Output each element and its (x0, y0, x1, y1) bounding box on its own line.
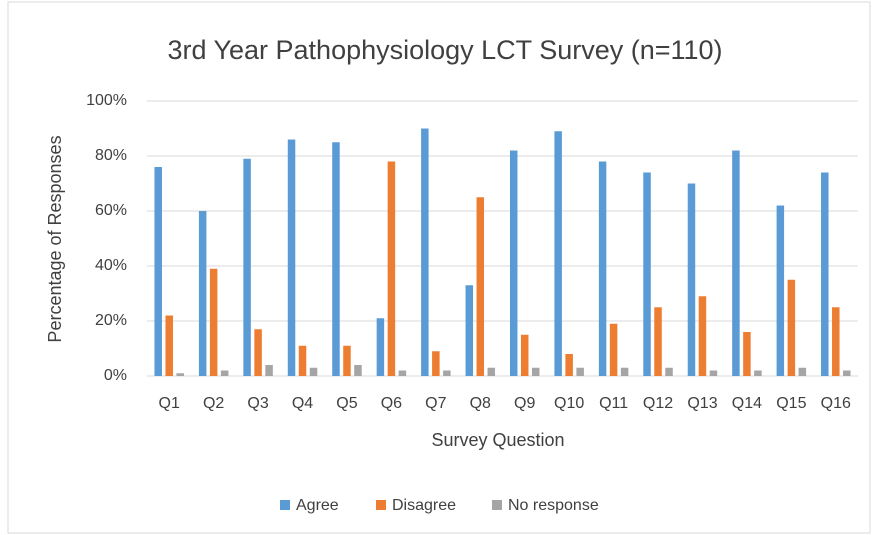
x-tick-label: Q16 (821, 395, 851, 412)
x-tick-label: Q10 (554, 395, 584, 412)
bar (376, 318, 385, 376)
bar (465, 285, 474, 376)
x-tick-label: Q14 (732, 395, 762, 412)
bar (743, 332, 751, 376)
bar (620, 367, 629, 376)
bar (643, 172, 651, 376)
x-tick-label: Q13 (687, 395, 717, 412)
bar (787, 279, 796, 376)
bar (298, 345, 307, 376)
chart-frame (7, 1, 871, 534)
y-tick-label: 40% (95, 257, 127, 274)
bar (821, 172, 829, 376)
x-tick-label: Q7 (425, 395, 446, 412)
bar (476, 197, 485, 376)
bar (798, 367, 807, 376)
x-tick-label: Q2 (203, 395, 224, 412)
legend-label: No response (508, 497, 599, 514)
bar (443, 370, 451, 376)
x-tick-label: Q9 (514, 395, 535, 412)
bar (165, 315, 173, 376)
y-tick-label: 80% (95, 147, 127, 164)
bar (265, 365, 273, 376)
bar (776, 205, 785, 376)
bar (732, 150, 740, 376)
y-tick-label: 20% (95, 312, 127, 329)
bar (287, 139, 296, 376)
bar (609, 323, 618, 376)
bar (209, 268, 218, 376)
bar (598, 161, 607, 376)
x-tick-label: Q11 (599, 395, 628, 412)
bar (709, 370, 718, 376)
bar (176, 373, 184, 376)
x-tick-label: Q1 (159, 395, 180, 412)
bar (654, 307, 662, 376)
legend-swatch (280, 500, 290, 510)
bar (487, 367, 496, 376)
bar (687, 183, 696, 376)
bar (520, 334, 529, 376)
x-tick-label: Q15 (776, 395, 806, 412)
bar (576, 367, 584, 376)
bar (432, 351, 440, 376)
y-tick-label: 60% (95, 202, 127, 219)
y-tick-label: 0% (104, 367, 127, 384)
x-tick-label: Q4 (292, 395, 313, 412)
bar (398, 370, 407, 376)
bar (243, 158, 251, 376)
bar (565, 354, 573, 376)
bar (531, 367, 540, 376)
legend-swatch (492, 500, 502, 510)
legend-label: Agree (296, 497, 339, 514)
y-axis-label: Percentage of Responses (45, 135, 65, 342)
bar (509, 150, 518, 376)
bar (154, 167, 162, 376)
bar (354, 365, 362, 376)
x-tick-label: Q8 (470, 395, 491, 412)
bar (332, 142, 340, 376)
bar (665, 367, 673, 376)
bar (309, 367, 318, 376)
y-tick-label: 100% (86, 92, 127, 109)
chart-title: 3rd Year Pathophysiology LCT Survey (n=1… (167, 35, 722, 65)
x-tick-label: Q5 (336, 395, 357, 412)
x-tick-label: Q3 (247, 395, 268, 412)
bar (554, 131, 562, 376)
bar (843, 370, 851, 376)
bar (220, 370, 229, 376)
bar (754, 370, 762, 376)
legend-swatch (376, 500, 386, 510)
legend-label: Disagree (392, 497, 456, 514)
x-tick-label: Q6 (381, 395, 402, 412)
bar (832, 307, 840, 376)
x-axis-label: Survey Question (431, 430, 564, 450)
bar (387, 161, 396, 376)
bar (698, 296, 707, 376)
x-tick-label: Q12 (643, 395, 673, 412)
bar (254, 329, 262, 376)
bar (343, 345, 351, 376)
bar (421, 128, 429, 376)
bar (198, 211, 207, 376)
